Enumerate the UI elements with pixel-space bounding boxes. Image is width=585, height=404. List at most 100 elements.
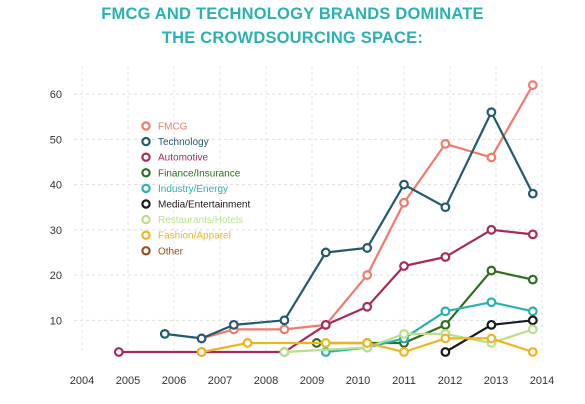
data-point	[440, 202, 451, 213]
data-point	[527, 229, 538, 240]
chart-title: FMCG AND TECHNOLOGY BRANDS DOMINATE THE …	[0, 2, 585, 50]
series-media-entertainment	[440, 315, 538, 357]
data-point	[527, 274, 538, 285]
x-tick-label: 2009	[300, 375, 324, 387]
x-tick-label: 2004	[70, 375, 94, 387]
legend-marker	[141, 214, 151, 225]
legend-marker	[141, 246, 151, 256]
data-point	[279, 324, 290, 335]
data-point	[527, 347, 538, 357]
x-tick-label: 2012	[438, 375, 462, 387]
data-point	[279, 347, 290, 357]
x-axis-ticks: 2004 2005 2006 2007 2008 2009 2010 2011 2012 2013…	[70, 375, 554, 387]
series-line	[316, 269, 534, 345]
data-point	[113, 347, 124, 357]
data-point	[399, 261, 409, 271]
legend-item: Finance/Insurance	[141, 168, 241, 179]
legend-marker	[141, 152, 151, 162]
legend-marker	[141, 168, 151, 178]
legend-marker	[141, 121, 151, 131]
legend-marker	[141, 136, 151, 147]
data-point	[159, 329, 170, 339]
data-point	[196, 347, 207, 357]
x-tick-label: 2006	[162, 375, 186, 387]
data-point	[362, 270, 373, 280]
data-point	[362, 301, 373, 312]
legend-marker	[141, 183, 151, 194]
legend-item: Industry/Energy	[141, 183, 228, 195]
y-tick-label: 20	[50, 270, 62, 282]
legend-label: Restaurants/Hotels	[158, 215, 243, 226]
data-point	[486, 319, 497, 330]
x-tick-label: 2008	[254, 375, 278, 387]
data-point	[320, 247, 331, 258]
series-technology	[159, 107, 538, 344]
legend-marker	[141, 199, 151, 209]
legend-label: Finance/Insurance	[158, 168, 241, 179]
x-tick-label: 2011	[392, 375, 416, 387]
data-point	[527, 188, 538, 199]
data-point	[440, 252, 451, 262]
data-point	[486, 297, 497, 308]
legend-item: Fashion/Apparel	[141, 230, 231, 242]
data-point	[399, 179, 409, 190]
x-tick-label: 2014	[530, 375, 554, 387]
legend-item: Other	[141, 246, 184, 257]
data-point	[527, 80, 538, 90]
data-point	[440, 347, 451, 357]
data-point	[527, 324, 538, 335]
data-point	[196, 333, 207, 344]
data-point	[279, 315, 290, 326]
y-tick-label: 10	[50, 315, 62, 327]
data-point	[440, 306, 451, 317]
data-point	[486, 224, 497, 235]
data-point	[228, 319, 239, 330]
y-axis-ticks: 10 20 30 40 50 60	[50, 89, 62, 327]
legend-label: Fashion/Apparel	[158, 231, 231, 242]
data-point	[440, 333, 451, 344]
chart-title-line-1: FMCG AND TECHNOLOGY BRANDS DOMINATE	[101, 5, 484, 23]
series-line	[201, 84, 534, 340]
data-point	[362, 338, 373, 348]
legend-label: Technology	[158, 137, 209, 148]
data-point	[486, 333, 497, 344]
data-point	[486, 107, 497, 118]
chart-title-line-2: THE CROWDSOURCING SPACE:	[161, 29, 424, 47]
legend-label: Industry/Energy	[158, 184, 228, 195]
data-point	[486, 265, 497, 276]
data-point	[399, 347, 409, 357]
data-point	[399, 329, 409, 339]
series-group	[113, 80, 538, 357]
data-point	[486, 152, 497, 163]
data-point	[320, 338, 331, 348]
y-tick-label: 40	[50, 180, 62, 192]
x-tick-label: 2013	[484, 375, 508, 387]
data-point	[399, 197, 409, 208]
legend-item: Automotive	[141, 152, 208, 164]
legend-item: Technology	[141, 136, 209, 148]
legend-label: Media/Entertainment	[158, 200, 250, 211]
series-line	[201, 337, 534, 354]
data-point	[527, 315, 538, 326]
x-tick-label: 2010	[346, 375, 370, 387]
series-line	[164, 111, 534, 340]
legend-item: FMCG	[141, 121, 188, 133]
x-tick-label: 2007	[208, 375, 232, 387]
legend-label: Other	[158, 246, 184, 257]
grid	[74, 66, 543, 352]
legend-marker	[141, 230, 151, 240]
y-tick-label: 30	[50, 225, 62, 237]
data-point	[242, 338, 253, 348]
legend-item: Restaurants/Hotels	[141, 214, 243, 226]
legend: FMCG Technology Automotive Finance/Insuranc…	[141, 121, 250, 257]
data-point	[320, 319, 331, 330]
series-fashion-apparel	[196, 333, 538, 357]
data-point	[362, 243, 373, 253]
x-tick-label: 2005	[116, 375, 140, 387]
legend-label: Automotive	[158, 153, 208, 164]
data-point	[527, 306, 538, 317]
legend-label: FMCG	[158, 122, 188, 133]
data-point	[440, 319, 451, 330]
data-point	[440, 138, 451, 149]
